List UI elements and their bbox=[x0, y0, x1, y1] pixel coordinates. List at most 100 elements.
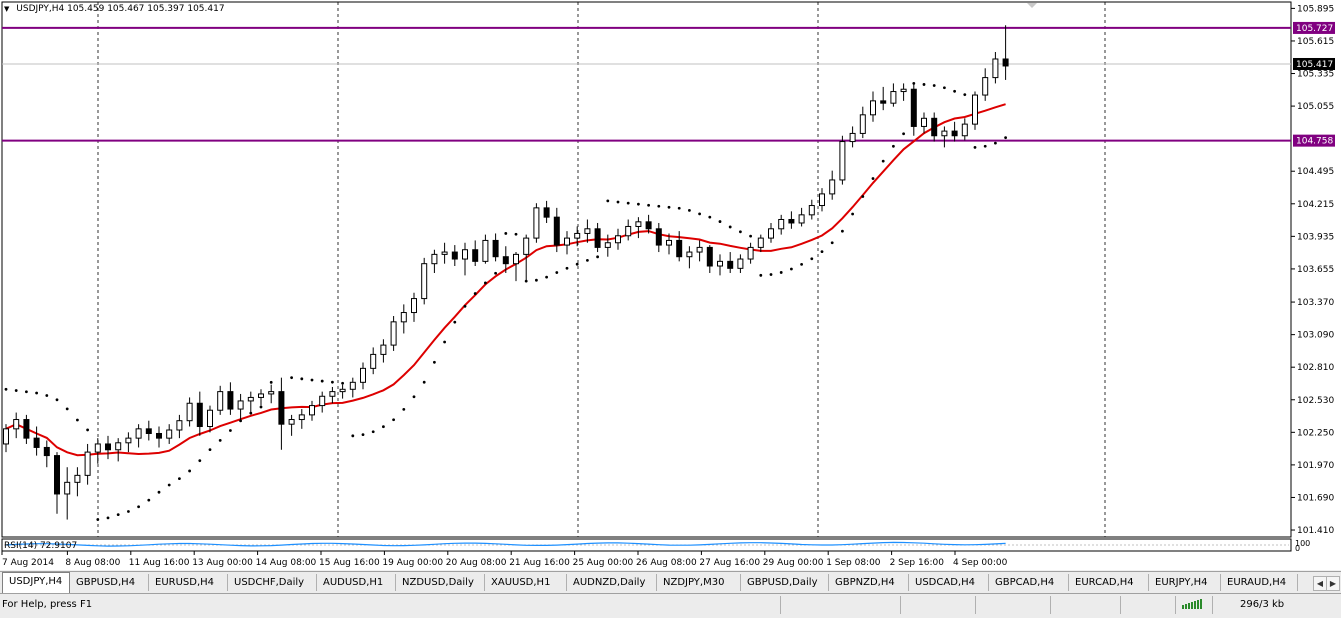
status-bar: For Help, press F1 296/3 kb bbox=[0, 594, 1341, 618]
candle-body bbox=[951, 130, 958, 137]
scroll-right-icon[interactable]: ▶ bbox=[1326, 576, 1340, 591]
status-cell bbox=[900, 596, 901, 614]
chart-tab-eurusd-h4[interactable]: EURUSD,H4 bbox=[149, 574, 228, 591]
status-help-text: For Help, press F1 bbox=[2, 599, 93, 610]
sar-dot bbox=[688, 208, 691, 212]
sar-dot bbox=[841, 229, 844, 233]
time-tick-label: 1 Sep 08:00 bbox=[826, 558, 881, 568]
sar-dot bbox=[616, 200, 620, 204]
candle-body bbox=[757, 237, 764, 248]
sar-dot bbox=[545, 275, 548, 279]
time-tick-label: 4 Sep 00:00 bbox=[953, 558, 1008, 568]
candle-body bbox=[145, 428, 152, 434]
symbol-name: USDJPY,H4 bbox=[16, 4, 65, 14]
sar-dot bbox=[647, 203, 650, 207]
chart-tab-eurcad-h4[interactable]: EURCAD,H4 bbox=[1069, 574, 1149, 591]
price-chart[interactable]: 105.895 105.615 105.335 105.055 104.495 104.2… bbox=[0, 0, 1341, 570]
candle-body bbox=[992, 58, 999, 79]
candle-body bbox=[135, 428, 142, 439]
sar-dot bbox=[902, 132, 905, 136]
time-tick-label: 29 Aug 00:00 bbox=[763, 558, 824, 568]
sar-dot bbox=[871, 177, 875, 180]
shift-marker-icon[interactable] bbox=[1027, 3, 1037, 8]
candle-body bbox=[564, 237, 570, 246]
chart-tab-usdcad-h4[interactable]: USDCAD,H4 bbox=[909, 574, 989, 591]
time-tick-label: 7 Aug 2014 bbox=[2, 558, 54, 568]
sar-dot bbox=[790, 267, 793, 271]
sar-dot bbox=[392, 418, 395, 422]
sar-dot bbox=[463, 304, 467, 308]
candle-body bbox=[258, 393, 264, 398]
sar-dot bbox=[55, 398, 59, 402]
sar-dot bbox=[96, 518, 100, 521]
sar-dot bbox=[963, 93, 967, 97]
resistance-price-badge bbox=[1293, 21, 1335, 34]
chart-tab-nzdusd-daily[interactable]: NZDUSD,Daily bbox=[396, 574, 485, 591]
status-cell bbox=[780, 596, 781, 614]
sar-dot bbox=[494, 271, 497, 275]
chart-tab-eurjpy-h4[interactable]: EURJPY,H4 bbox=[1149, 574, 1221, 591]
candle-body bbox=[360, 367, 366, 383]
chart-tab-gbpusd-h4[interactable]: GBPUSD,H4 bbox=[70, 574, 149, 591]
candle-body bbox=[482, 239, 489, 262]
chart-tab-audnzd-daily[interactable]: AUDNZD,Daily bbox=[567, 574, 657, 591]
candle-body bbox=[594, 228, 601, 248]
chart-tab-usdchf-daily[interactable]: USDCHF,Daily bbox=[228, 574, 317, 591]
candle-body bbox=[43, 446, 50, 457]
candle-body bbox=[706, 246, 713, 267]
time-tick-label: 19 Aug 00:00 bbox=[382, 558, 443, 568]
sar-dot bbox=[800, 262, 803, 266]
time-tick-label: 15 Aug 16:00 bbox=[319, 558, 380, 568]
sar-dot bbox=[178, 477, 181, 481]
chart-tab-gbpnzd-h4[interactable]: GBPNZD,H4 bbox=[829, 574, 909, 591]
sar-dot bbox=[35, 391, 38, 395]
sar-dot bbox=[484, 281, 487, 285]
candle-body bbox=[880, 100, 887, 104]
time-tick-label: 20 Aug 08:00 bbox=[446, 558, 507, 568]
price-axis: 105.895 105.615 105.335 105.055 104.495 104.2… bbox=[1291, 4, 1335, 553]
chart-tab-xauusd-h1[interactable]: XAUUSD,H1 bbox=[485, 574, 567, 591]
chart-tab-usdjpy-h4[interactable]: USDJPY,H4 bbox=[2, 572, 70, 593]
sar-dot bbox=[45, 394, 49, 397]
candle-body bbox=[604, 242, 611, 248]
chart-tab-euraud-h4[interactable]: EURAUD,H4 bbox=[1221, 574, 1298, 591]
dropdown-triangle-icon[interactable]: ▼ bbox=[4, 5, 10, 13]
candle-body bbox=[278, 391, 285, 425]
price-tick-label: 104.495 bbox=[1297, 167, 1334, 177]
candle-body bbox=[288, 419, 295, 425]
candle-body bbox=[125, 437, 132, 444]
symbol-info: ▼ USDJPY,H4 105.459 105.467 105.397 105.… bbox=[4, 4, 225, 14]
rsi-subwindow bbox=[1, 538, 1292, 552]
candle-body bbox=[615, 235, 621, 244]
candle-body bbox=[237, 400, 244, 410]
sar-dot bbox=[861, 195, 865, 198]
candle-body bbox=[370, 353, 377, 369]
status-cell bbox=[1050, 596, 1051, 614]
time-tick-label: 26 Aug 08:00 bbox=[636, 558, 697, 568]
candle-body bbox=[900, 88, 907, 93]
candle-body bbox=[808, 205, 815, 216]
candle-body bbox=[717, 260, 723, 267]
chart-tab-gbpusd-daily[interactable]: GBPUSD,Daily bbox=[741, 574, 829, 591]
price-tick-label: 103.935 bbox=[1297, 232, 1334, 242]
candle-body bbox=[329, 391, 336, 397]
candle-body bbox=[737, 258, 744, 269]
rsi-indicator-label: RSI(14) 72.9107 bbox=[4, 541, 78, 551]
sar-dot bbox=[820, 250, 824, 254]
chart-tab-nzdjpy-m30[interactable]: NZDJPY,M30 bbox=[657, 574, 741, 591]
candle-body bbox=[819, 193, 825, 207]
chart-window[interactable]: 105.895 105.615 105.335 105.055 104.495 104.2… bbox=[0, 0, 1341, 570]
chart-tab-gbpcad-h4[interactable]: GBPCAD,H4 bbox=[989, 574, 1069, 591]
chart-tab-audusd-h1[interactable]: AUDUSD,H1 bbox=[317, 574, 396, 591]
price-tick-label: 104.215 bbox=[1297, 200, 1334, 210]
scroll-left-icon[interactable]: ◀ bbox=[1313, 576, 1327, 591]
sar-dot bbox=[198, 459, 202, 463]
rsi-scale-bottom: 0 bbox=[1295, 544, 1300, 553]
candle-body bbox=[196, 402, 203, 428]
price-tick-label: 102.530 bbox=[1297, 396, 1334, 406]
sar-dot bbox=[331, 380, 334, 384]
candle-body bbox=[74, 474, 81, 483]
sar-dot bbox=[922, 83, 926, 86]
sar-dot bbox=[994, 141, 997, 145]
candle-body bbox=[380, 344, 387, 355]
